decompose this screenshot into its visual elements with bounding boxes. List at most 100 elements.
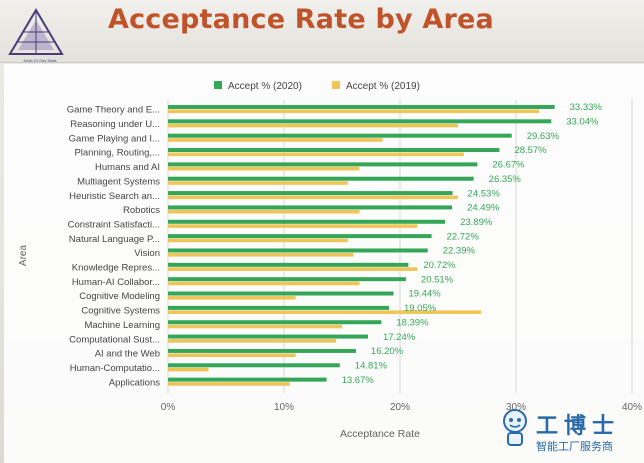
value-label-2020: 23.89% <box>460 217 493 228</box>
acceptance-rate-chart: 0% 10% 20% 30% 40% Accept % (2020) Accept % (2… <box>18 81 642 440</box>
value-label-2020: 18.39% <box>396 317 429 328</box>
bar-2020 <box>168 176 474 181</box>
bar-2019 <box>168 209 360 214</box>
value-label-2020: 16.20% <box>371 346 404 357</box>
chart-panel: 0% 10% 20% 30% 40% Accept % (2020) Accept % (2… <box>4 64 644 463</box>
bar-2020 <box>168 219 446 224</box>
bar-2019 <box>168 224 418 228</box>
watermark-brand: 工博士 <box>536 414 621 439</box>
bar-2020 <box>168 363 340 368</box>
robot-mascot-icon <box>503 409 527 446</box>
x-tick-label: 20% <box>390 402 410 413</box>
bar-2019 <box>168 238 348 243</box>
bar-2020 <box>168 348 356 353</box>
bar-2019 <box>168 324 342 329</box>
bar-2019 <box>168 109 540 114</box>
x-tick-label: 10% <box>274 402 294 413</box>
category-label: AI and the Web <box>95 349 160 360</box>
x-tick-label: 30% <box>506 402 526 413</box>
bar-2019 <box>168 367 209 372</box>
x-tick-label: 0% <box>161 402 176 413</box>
category-label: Game Playing and I... <box>69 133 160 144</box>
bar-2020 <box>168 291 394 296</box>
value-label-2020: 26.67% <box>492 160 525 171</box>
value-label-2020: 19.05% <box>404 303 437 314</box>
value-label-2020: 26.35% <box>489 174 522 185</box>
value-label-2020: 24.53% <box>468 188 501 199</box>
value-label-2020: 17.24% <box>383 332 416 343</box>
bar-2020 <box>168 305 389 310</box>
bar-2019 <box>168 181 348 185</box>
bar-2019 <box>168 166 360 171</box>
value-label-2020: 29.63% <box>527 131 560 142</box>
bar-2019 <box>168 123 458 128</box>
category-label: Knowledge Repres... <box>72 263 160 274</box>
bar-2019 <box>168 339 337 343</box>
bar-2019 <box>168 252 354 257</box>
logo-mark-icon <box>8 8 64 55</box>
bar-2020 <box>168 320 382 325</box>
category-label: Humans and AI <box>95 162 160 173</box>
x-tick-label: 40% <box>622 402 642 413</box>
value-label-2020: 22.72% <box>447 231 480 242</box>
bar-2020 <box>168 377 327 382</box>
category-label: Constraint Satisfacti... <box>68 219 160 230</box>
legend-swatch-2020 <box>214 81 222 89</box>
bar-2019 <box>168 195 458 200</box>
value-label-2020: 33.33% <box>570 102 603 113</box>
category-label: Heuristic Search an... <box>69 191 160 202</box>
value-label-2020: 24.49% <box>467 203 500 214</box>
bar-2020 <box>168 104 555 109</box>
bar-2020 <box>168 119 552 124</box>
value-label-2020: 33.04% <box>566 117 599 128</box>
category-label: Natural Language P... <box>69 234 160 245</box>
category-label: Human-Computatio... <box>70 363 160 374</box>
bar-2019 <box>168 382 290 386</box>
category-label: Reasoning under U... <box>70 119 160 130</box>
value-label-2020: 20.72% <box>423 260 456 271</box>
value-label-2020: 22.39% <box>443 246 476 257</box>
bar-2020 <box>168 162 478 167</box>
category-label: Planning, Routing,... <box>74 148 160 159</box>
bar-2020 <box>168 234 432 239</box>
watermark: 工博士 智能工厂服务商 <box>498 404 644 460</box>
category-label: Game Theory and E... <box>67 105 160 116</box>
value-label-2020: 13.67% <box>342 375 375 386</box>
legend-label-2019: Accept % (2019) <box>346 81 420 92</box>
category-label: Human-AI Collabor... <box>72 277 160 288</box>
value-label-2020: 19.44% <box>409 289 442 300</box>
bar-2019 <box>168 152 464 157</box>
value-label-2020: 20.51% <box>421 274 454 285</box>
bar-2020 <box>168 205 453 210</box>
bar-2020 <box>168 262 409 267</box>
bar-2020 <box>168 334 368 339</box>
category-label: Multiagent Systems <box>77 176 160 187</box>
bar-2020 <box>168 191 453 196</box>
bar-2020 <box>168 133 512 138</box>
conference-logo: AAAI-21 Key Stats <box>6 8 66 63</box>
bar-2019 <box>168 138 383 142</box>
bar-2020 <box>168 277 406 282</box>
bar-2019 <box>168 267 418 271</box>
bar-2019 <box>168 296 296 300</box>
watermark-tagline: 智能工厂服务商 <box>536 440 613 453</box>
category-label: Vision <box>134 248 160 259</box>
category-label: Cognitive Systems <box>81 306 160 317</box>
value-label-2020: 28.57% <box>514 145 547 156</box>
slide-title: Acceptance Rate by Area <box>108 4 494 35</box>
category-label: Machine Learning <box>84 320 160 331</box>
value-label-2020: 14.81% <box>355 360 388 371</box>
y-axis-title: Area <box>18 245 29 267</box>
logo-caption: AAAI-21 Key Stats <box>23 58 57 63</box>
bar-2020 <box>168 248 428 253</box>
category-label: Cognitive Modeling <box>79 291 160 302</box>
legend-swatch-2019 <box>332 81 340 89</box>
bar-2019 <box>168 353 296 358</box>
category-label: Robotics <box>123 205 160 216</box>
legend-label-2020: Accept % (2020) <box>228 81 302 92</box>
bar-2019 <box>168 310 482 314</box>
bar-2020 <box>168 148 500 153</box>
category-label: Applications <box>109 377 160 388</box>
bar-2019 <box>168 281 360 286</box>
